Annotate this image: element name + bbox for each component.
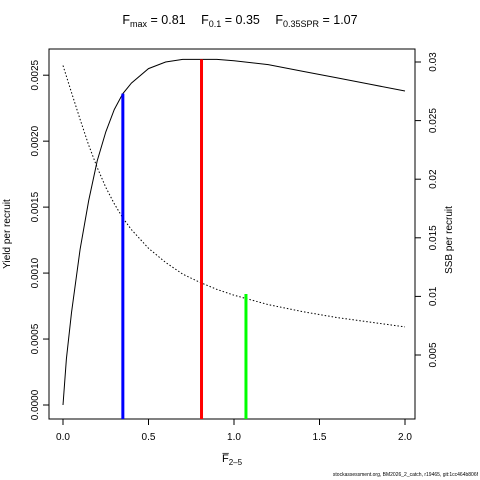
- y-right-tick-label: 0.025: [428, 108, 439, 133]
- y-left-tick-label: 0.0005: [30, 323, 41, 354]
- footer-note: stockassessment.org, BM2026_2_catch, r19…: [332, 472, 478, 478]
- chart-title: Fmax = 0.81 F0.1 = 0.35 F0.35SPR = 1.07: [0, 13, 480, 29]
- x-tick-label: 1.5: [313, 432, 327, 443]
- y-left-tick-label: 0.0010: [30, 257, 41, 288]
- x-tick-label: 1.0: [227, 432, 241, 443]
- x-tick-label: 0.5: [142, 432, 156, 443]
- y-axis-right-label: SSB per recruit: [444, 206, 455, 274]
- y-left-tick-label: 0.0025: [30, 59, 41, 90]
- ssb-per-recruit-line: [62, 65, 406, 328]
- yield-per-recruit-line: [62, 58, 406, 406]
- y-right-tick-label: 0.005: [428, 342, 439, 367]
- y-left-tick-label: 0.0015: [30, 191, 41, 222]
- y-right-tick-label: 0.02: [428, 169, 439, 189]
- y-left-tick-label: 0.0000: [30, 389, 41, 420]
- y-right-tick-label: 0.03: [428, 52, 439, 72]
- y-left-tick-label: 0.0020: [30, 125, 41, 156]
- y-right-tick-label: 0.01: [428, 286, 439, 306]
- y-right-tick-label: 0.015: [428, 225, 439, 250]
- x-axis-label: F̅2–5: [222, 453, 243, 467]
- title-fmax: Fmax = 0.81: [122, 13, 186, 29]
- x-tick-label: 0.0: [56, 432, 70, 443]
- title-f01: F0.1 = 0.35: [201, 13, 260, 29]
- title-f035spr: F0.35SPR = 1.07: [275, 13, 358, 29]
- y-axis-left-label: Yield per recruit: [2, 199, 13, 269]
- x-tick-label: 2.0: [398, 432, 412, 443]
- plot-frame: [48, 48, 416, 420]
